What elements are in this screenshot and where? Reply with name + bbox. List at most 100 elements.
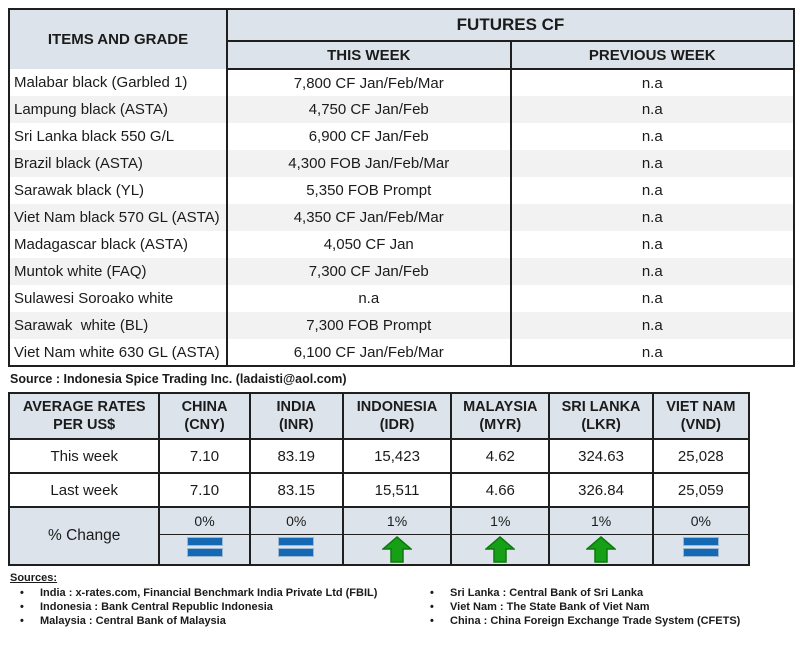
country-name: VIET NAM <box>666 398 736 415</box>
currency-code: (LKR) <box>581 417 621 433</box>
table-row: Sarawak white (BL) 7,300 FOB Prompt n.a <box>9 312 794 339</box>
table-row: Viet Nam black 570 GL (ASTA) 4,350 CF Ja… <box>9 204 794 231</box>
this-week-cell: 4,350 CF Jan/Feb/Mar <box>227 204 512 231</box>
this-week-cell: 5,350 FOB Prompt <box>227 177 512 204</box>
rate-cell: 25,059 <box>651 472 751 508</box>
table-row: Malabar black (Garbled 1) 7,800 CF Jan/F… <box>9 69 794 96</box>
table-row <box>9 533 751 566</box>
item-grade-cell: Brazil black (ASTA) <box>9 150 228 177</box>
table-row: Sulawesi Soroako white n.a n.a <box>9 285 794 312</box>
this-week-header: THIS WEEK <box>227 41 512 70</box>
up-arrow-icon <box>485 535 516 563</box>
previous-week-cell: n.a <box>641 343 663 361</box>
table-row: Sarawak black (YL) 5,350 FOB Prompt n.a <box>9 177 794 204</box>
item-grade-cell: Lampung black (ASTA) <box>9 96 228 123</box>
previous-week-cell: n.a <box>510 150 794 177</box>
item-grade-cell: Sri Lanka black 550 G/L <box>9 123 228 150</box>
pct-change-cell: 1% <box>548 506 654 535</box>
list-item: Viet Nam : The State Bank of Viet Nam <box>420 600 750 614</box>
column-header-indonesia: INDONESIA (IDR) <box>341 392 453 440</box>
this-week-cell: 7,300 CF Jan/Feb <box>227 258 512 285</box>
column-header-sri-lanka: SRI LANKA (LKR) <box>548 392 654 440</box>
rate-cell: 7.10 <box>158 472 251 508</box>
table-row: Brazil black (ASTA) 4,300 FOB Jan/Feb/Ma… <box>9 150 794 177</box>
pct-change-cell: 1% <box>341 506 453 535</box>
column-header-viet-nam: VIET NAM (VND) <box>651 392 751 440</box>
table-row: Muntok white (FAQ) 7,300 CF Jan/Feb n.a <box>9 258 794 285</box>
this-week-cell: 7,800 CF Jan/Feb/Mar <box>227 69 512 96</box>
previous-week-cell: n.a <box>510 96 794 123</box>
list-item: China : China Foreign Exchange Trade Sys… <box>420 614 750 628</box>
previous-week-cell: n.a <box>510 204 794 231</box>
rate-cell: 4.62 <box>450 438 551 474</box>
equals-icon <box>278 535 315 559</box>
up-arrow-icon <box>586 535 617 563</box>
this-week-cell: 6,100 CF Jan/Feb/Mar <box>227 339 512 366</box>
futures-table: ITEMS AND GRADE FUTURES CF THIS WEEK PRE… <box>8 8 795 367</box>
exchange-rates-table: AVERAGE RATES PER US$ CHINA (CNY) INDIA … <box>7 392 751 566</box>
previous-week-cell: n.a <box>641 236 663 253</box>
sources-section: Sources: India : x-rates.com, Financial … <box>10 572 794 628</box>
pct-change-cell: 0% <box>158 506 251 535</box>
table-row: Viet Nam white 630 GL (ASTA) 6,100 CF Ja… <box>9 339 794 366</box>
item-grade-cell: Sulawesi Soroako white <box>9 285 228 312</box>
sources-title: Sources: <box>10 571 58 584</box>
country-name: INDIA <box>276 398 316 415</box>
trend-cell <box>341 533 453 566</box>
previous-week-cell: n.a <box>510 258 794 285</box>
currency-code: (VND) <box>680 417 721 433</box>
rate-cell: 15,511 <box>341 472 453 508</box>
country-name: SRI LANKA <box>561 398 641 415</box>
this-week-cell: n.a <box>227 285 512 312</box>
report-page: ITEMS AND GRADE FUTURES CF THIS WEEK PRE… <box>0 0 800 628</box>
trend-cell <box>651 533 751 566</box>
sources-list-left: India : x-rates.com, Financial Benchmark… <box>10 586 420 628</box>
trend-cell <box>450 533 551 566</box>
item-grade-cell: Malabar black (Garbled 1) <box>9 69 228 96</box>
item-grade-cell: Viet Nam black 570 GL (ASTA) <box>9 204 228 231</box>
country-name: CHINA <box>181 398 228 415</box>
rate-cell: 4.66 <box>450 472 551 508</box>
item-grade-cell: Viet Nam white 630 GL (ASTA) <box>9 339 228 366</box>
table-row: Madagascar black (ASTA) 4,050 CF Jan n.a <box>9 231 794 258</box>
pct-change-cell: 0% <box>651 506 751 535</box>
equals-icon <box>186 535 223 559</box>
country-name: MALAYSIA <box>463 398 538 415</box>
list-item: Sri Lanka : Central Bank of Sri Lanka <box>420 586 750 600</box>
table-row: % Change 0% 0% 1% 1% 1% 0% <box>7 506 751 566</box>
this-week-row-label: This week <box>7 438 161 474</box>
futures-cf-header: FUTURES CF <box>227 9 794 42</box>
rate-cell: 15,423 <box>341 438 453 474</box>
rate-cell: 83.15 <box>248 472 344 508</box>
list-item: India : x-rates.com, Financial Benchmark… <box>10 586 420 600</box>
pct-change-row-label: % Change <box>7 506 161 566</box>
table-row: This week 7.10 83.19 15,423 4.62 324.63 … <box>7 438 751 474</box>
average-rates-line1: AVERAGE RATES <box>22 398 146 415</box>
rate-cell: 326.84 <box>548 472 654 508</box>
previous-week-cell: n.a <box>641 290 663 307</box>
previous-week-header: PREVIOUS WEEK <box>510 41 794 70</box>
table-row: Lampung black (ASTA) 4,750 CF Jan/Feb n.… <box>9 96 794 123</box>
item-grade-cell: Sarawak white (BL) <box>9 312 228 339</box>
this-week-cell: 7,300 FOB Prompt <box>227 312 512 339</box>
previous-week-cell: n.a <box>641 182 663 199</box>
previous-week-cell: n.a <box>641 74 663 92</box>
currency-code: (MYR) <box>479 417 522 433</box>
list-item: Indonesia : Bank Central Republic Indone… <box>10 600 420 614</box>
table-row: Sri Lanka black 550 G/L 6,900 CF Jan/Feb… <box>9 123 794 150</box>
trend-cell <box>248 533 344 566</box>
trend-cell <box>158 533 251 566</box>
item-grade-cell: Muntok white (FAQ) <box>9 258 228 285</box>
sources-list-right: Sri Lanka : Central Bank of Sri Lanka Vi… <box>420 586 750 628</box>
rate-cell: 7.10 <box>158 438 251 474</box>
average-rates-header: AVERAGE RATES PER US$ <box>7 392 161 440</box>
futures-source-note: Source : Indonesia Spice Trading Inc. (l… <box>10 372 347 386</box>
currency-code: (INR) <box>278 417 314 433</box>
list-item: Malaysia : Central Bank of Malaysia <box>10 614 420 628</box>
this-week-cell: 4,750 CF Jan/Feb <box>227 96 512 123</box>
item-grade-cell: Sarawak black (YL) <box>9 177 228 204</box>
rate-cell: 83.19 <box>248 438 344 474</box>
rate-cell: 324.63 <box>548 438 654 474</box>
column-header-malaysia: MALAYSIA (MYR) <box>450 392 551 440</box>
column-header-china: CHINA (CNY) <box>158 392 251 440</box>
